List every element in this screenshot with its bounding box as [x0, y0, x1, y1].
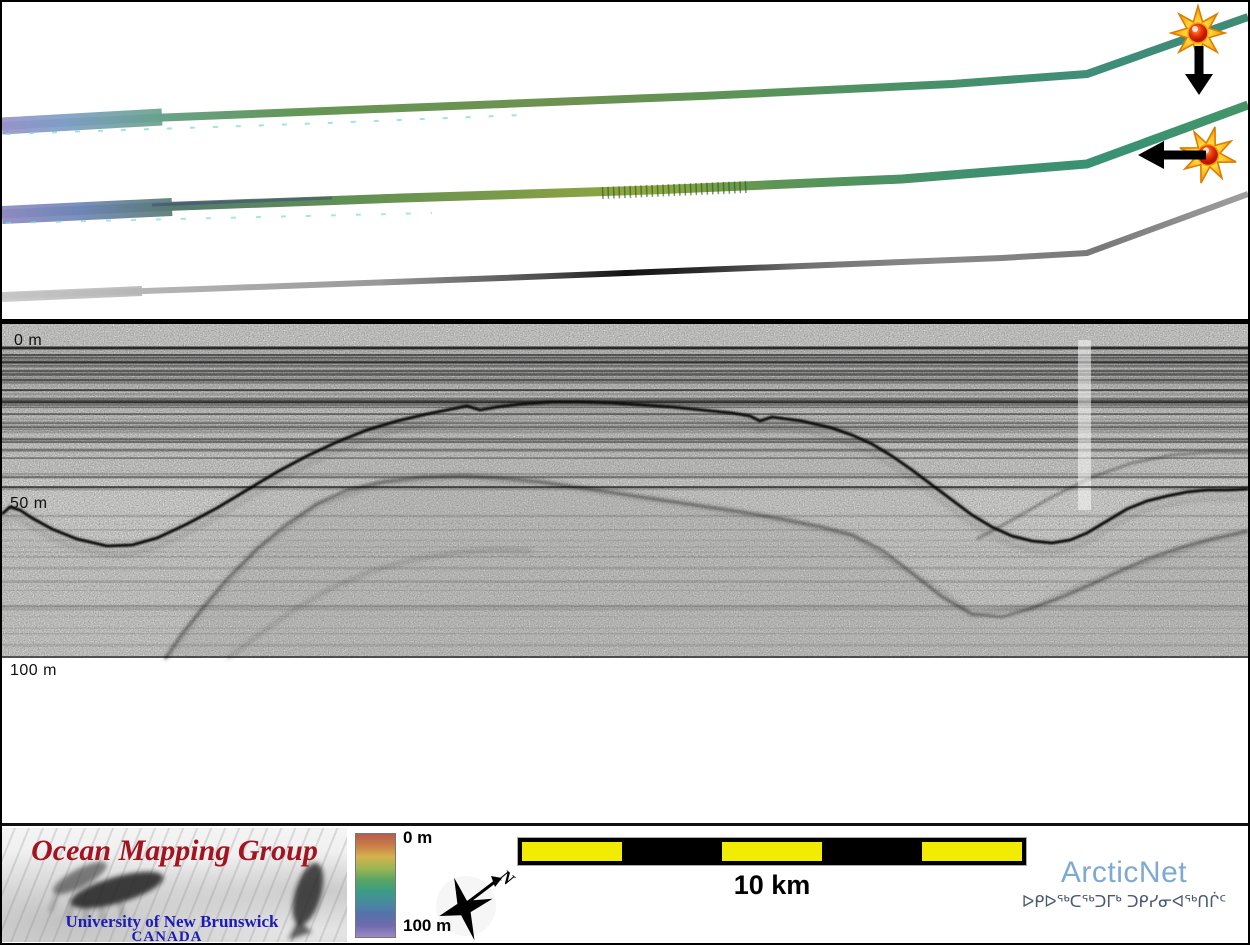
arcticnet-tagline: ᐅᑭᐅᖅᑕᖅᑐᒥᒃ ᑐᑭᓯᓂᐊᖅᑎᒌᑦ — [1021, 892, 1227, 911]
sonar-shadow-creature-left — [70, 871, 164, 909]
compass-star-icon — [439, 877, 493, 941]
arcticnet-logo: ArcticNet ᐅᑭᐅᖅᑕᖅᑐᒥᒃ ᑐᑭᓯᓂᐊᖅᑎᒌᑦ — [998, 856, 1248, 911]
depth-label-0m: 0 m — [14, 332, 43, 349]
sub-bottom-reflector-dome — [162, 472, 1248, 661]
swath-track-1[interactable] — [2, 13, 1248, 135]
left-arrow-icon — [1138, 141, 1206, 169]
seafloor-trace — [2, 402, 1248, 555]
scale-bar-segment-yellow — [922, 842, 1022, 861]
compass-north-arm — [466, 879, 497, 905]
swath-track-3[interactable] — [2, 191, 1248, 302]
omg-country-label: CANADA — [131, 929, 203, 942]
omg-logo: Ocean Mapping Group University of New Br… — [2, 828, 347, 942]
profile-sonogram[interactable] — [2, 324, 1248, 823]
depth-colorbar — [355, 833, 396, 938]
scale-bar-segment-yellow — [722, 842, 822, 861]
arcticnet-name: ArcticNet — [1060, 856, 1188, 889]
colorbar-label-bottom: 100 m — [403, 916, 452, 935]
scale-bar-segment-yellow — [522, 842, 622, 861]
depth-label-100m: 100 m — [10, 662, 57, 679]
scale-bar — [517, 837, 1027, 866]
swath-panel[interactable] — [2, 2, 1248, 319]
compass-north-label: N — [495, 865, 516, 890]
omg-university-label: University of New Brunswick — [65, 912, 279, 931]
depth-label-50m: 50 m — [10, 495, 48, 512]
omg-logo-art — [49, 861, 324, 940]
profile-vertical-artifact — [1078, 340, 1091, 510]
profile-panel[interactable]: 0 m 50 m 100 m — [2, 319, 1248, 823]
scale-bar-segment-black — [822, 842, 922, 861]
sonar-shadow-creature-right — [292, 863, 324, 925]
footer: Ocean Mapping Group University of New Br… — [2, 823, 1248, 943]
sub-bottom-reflector-right — [976, 450, 1248, 541]
scale-bar-segment-black — [622, 842, 722, 861]
scale-bar-label: 10 km — [733, 870, 811, 900]
north-compass: N — [430, 854, 519, 943]
swath-data-ticks — [601, 181, 748, 199]
swath-track-2[interactable] — [2, 100, 1248, 224]
sub-bottom-reflector-deep — [226, 548, 533, 660]
omg-title: Ocean Mapping Group — [31, 834, 318, 867]
down-arrow-icon — [1185, 46, 1213, 95]
colorbar-label-top: 0 m — [403, 828, 433, 847]
swath-map-canvas[interactable] — [2, 2, 1248, 319]
